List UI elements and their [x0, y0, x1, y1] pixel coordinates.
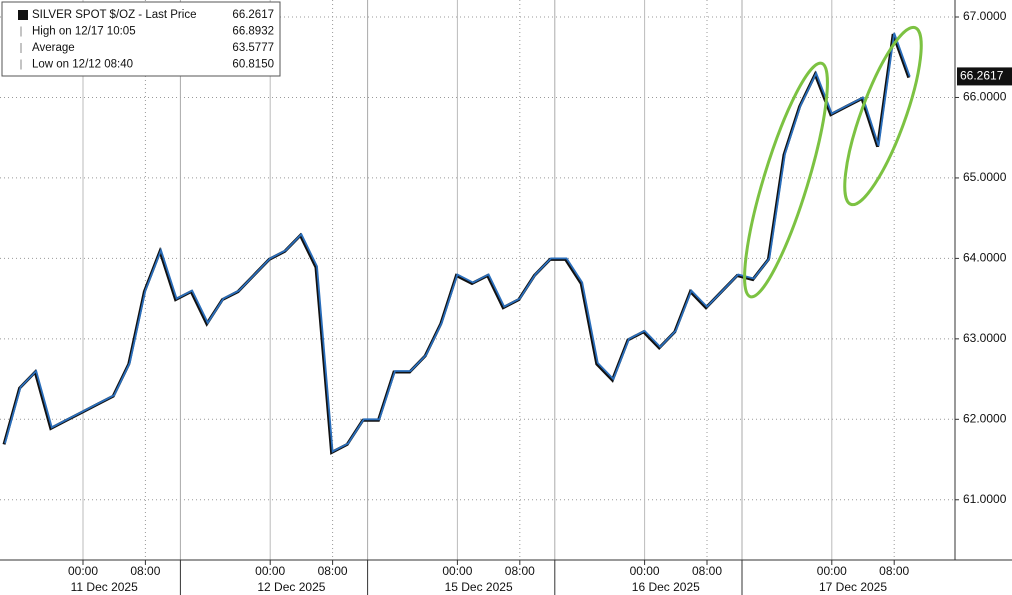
legend-label: High on 12/17 10:05 — [32, 26, 136, 38]
legend: SILVER SPOT $/OZ - Last Price 66.2617 High… — [1, 1, 281, 77]
y-tick-label: 64.0000 — [963, 251, 1007, 265]
x-tick-label: 00:00 — [255, 564, 285, 578]
legend-value: 66.2617 — [232, 9, 274, 21]
x-tick-label: 08:00 — [318, 564, 348, 578]
x-tick-label: 00:00 — [442, 564, 472, 578]
plot — [2, 32, 911, 455]
legend-box — [1, 1, 281, 77]
last-price-tag — [957, 67, 1012, 86]
price-line — [4, 32, 911, 453]
y-tick-label: 63.0000 — [963, 331, 1007, 345]
highlight-ellipse — [743, 61, 829, 299]
x-tick-label: 08:00 — [130, 564, 160, 578]
legend-value: 66.8932 — [232, 26, 274, 38]
date-label: 11 Dec 2025 — [71, 580, 138, 594]
x-tick-label: 08:00 — [692, 564, 722, 578]
date-label: 16 Dec 2025 — [632, 580, 700, 594]
last-price-label: 66.2617 — [960, 69, 1004, 83]
grid — [0, 0, 955, 560]
x-tick-label: 08:00 — [505, 564, 535, 578]
y-tick-label: 61.0000 — [963, 492, 1007, 506]
y-tick-label: 65.0000 — [963, 170, 1007, 184]
legend-label: Average — [32, 42, 75, 54]
legend-label: Low on 12/12 08:40 — [32, 59, 133, 71]
legend-value: 63.5777 — [232, 42, 274, 54]
x-tick-label: 00:00 — [68, 564, 98, 578]
date-label: 17 Dec 2025 — [819, 580, 887, 594]
x-tick-label: 00:00 — [630, 564, 660, 578]
y-tick-label: 62.0000 — [963, 411, 1007, 425]
legend-value: 60.8150 — [232, 59, 274, 71]
date-label: 12 Dec 2025 — [257, 580, 325, 594]
legend-label: SILVER SPOT $/OZ - Last Price — [32, 9, 196, 21]
date-label: 15 Dec 2025 — [445, 580, 513, 594]
x-tick-label: 00:00 — [817, 564, 847, 578]
y-tick-label: 67.0000 — [963, 9, 1007, 23]
x-tick-label: 08:00 — [879, 564, 909, 578]
y-tick-label: 66.0000 — [963, 90, 1007, 104]
legend-swatch — [18, 10, 28, 20]
highlight-ellipse — [843, 25, 923, 207]
